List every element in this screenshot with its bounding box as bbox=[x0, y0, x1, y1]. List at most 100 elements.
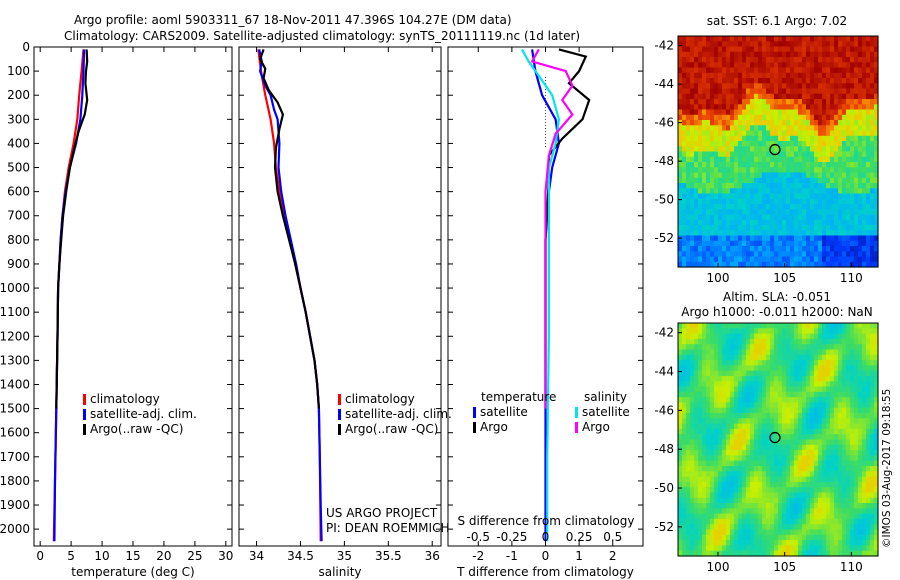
map-cell bbox=[686, 93, 691, 100]
map-cell bbox=[814, 93, 819, 100]
map-cell bbox=[734, 497, 739, 504]
map-cell bbox=[746, 120, 751, 126]
map-cell bbox=[730, 99, 735, 105]
map-cell bbox=[806, 370, 811, 377]
map-cell bbox=[754, 534, 759, 541]
map-cell bbox=[814, 328, 819, 335]
map-cell bbox=[806, 99, 811, 105]
map-cell bbox=[734, 146, 739, 153]
map-cell bbox=[802, 466, 807, 472]
map-cell bbox=[842, 109, 847, 116]
map-cell bbox=[762, 418, 767, 425]
sla-field bbox=[678, 323, 879, 557]
map-cell bbox=[826, 240, 831, 247]
map-cell bbox=[850, 402, 855, 409]
map-cell bbox=[686, 444, 691, 451]
map-cell bbox=[686, 78, 691, 84]
map-cell bbox=[838, 333, 843, 340]
map-cell bbox=[814, 125, 819, 132]
map-cell bbox=[770, 397, 775, 403]
map-cell bbox=[806, 172, 811, 179]
map-cell bbox=[850, 246, 855, 252]
map-cell bbox=[682, 460, 687, 467]
map-cell bbox=[706, 109, 711, 116]
map-cell bbox=[734, 78, 739, 84]
map-cell bbox=[826, 476, 831, 483]
map-cell bbox=[786, 151, 791, 158]
map-cell bbox=[774, 225, 779, 231]
map-cell bbox=[770, 386, 775, 393]
map-cell bbox=[698, 413, 703, 419]
map-cell bbox=[806, 151, 811, 158]
map-cell bbox=[762, 130, 767, 137]
map-cell bbox=[786, 256, 791, 263]
map-cell bbox=[854, 177, 859, 184]
map-cell bbox=[834, 365, 839, 372]
map-cell bbox=[834, 513, 839, 520]
map-cell bbox=[854, 386, 859, 393]
map-cell bbox=[734, 183, 739, 189]
map-cell bbox=[854, 524, 859, 531]
map-cell bbox=[766, 240, 771, 247]
map-cell bbox=[754, 508, 759, 515]
map-cell bbox=[734, 109, 739, 116]
map-cell bbox=[834, 418, 839, 425]
map-cell bbox=[854, 466, 859, 472]
map-cell bbox=[754, 471, 759, 478]
map-cell bbox=[754, 455, 759, 462]
map-cell bbox=[842, 323, 847, 329]
map-cell bbox=[758, 156, 763, 163]
map-cell bbox=[834, 354, 839, 361]
map-cell bbox=[830, 513, 835, 520]
map-cell bbox=[726, 492, 731, 499]
map-cell bbox=[874, 57, 879, 63]
map-cell bbox=[750, 344, 755, 351]
map-cell bbox=[790, 338, 795, 345]
map-cell bbox=[874, 146, 879, 153]
map-cell bbox=[838, 513, 843, 520]
map-cell bbox=[766, 120, 771, 126]
map-cell bbox=[786, 471, 791, 478]
map-cell bbox=[754, 524, 759, 531]
map-cell bbox=[754, 256, 759, 263]
map-cell bbox=[746, 391, 751, 398]
map-cell bbox=[810, 162, 815, 168]
map-cell bbox=[786, 407, 791, 414]
map-cell bbox=[842, 333, 847, 340]
map-cell bbox=[698, 455, 703, 462]
map-cell bbox=[694, 376, 699, 382]
map-cell bbox=[870, 177, 875, 184]
map-cell bbox=[766, 323, 771, 329]
map-cell bbox=[846, 36, 851, 42]
map-cell bbox=[870, 109, 875, 116]
map-cell bbox=[802, 534, 807, 541]
map-cell bbox=[686, 240, 691, 247]
x-tick-label: 105 bbox=[773, 271, 796, 285]
map-cell bbox=[766, 534, 771, 541]
map-cell bbox=[790, 550, 795, 557]
map-cell bbox=[806, 323, 811, 329]
map-cell bbox=[750, 466, 755, 472]
map-cell bbox=[718, 125, 723, 132]
map-cell bbox=[818, 439, 823, 446]
map-cell bbox=[682, 99, 687, 105]
map-cell bbox=[698, 524, 703, 531]
map-cell bbox=[758, 214, 763, 221]
map-cell bbox=[754, 177, 759, 184]
map-cell bbox=[694, 471, 699, 478]
map-cell bbox=[826, 460, 831, 467]
map-cell bbox=[874, 376, 879, 382]
map-cell bbox=[738, 444, 743, 451]
map-cell bbox=[802, 151, 807, 158]
map-cell bbox=[770, 518, 775, 525]
map-cell bbox=[722, 402, 727, 409]
map-cell bbox=[742, 214, 747, 221]
map-cell bbox=[794, 428, 799, 435]
map-cell bbox=[798, 365, 803, 372]
map-cell bbox=[730, 418, 735, 425]
map-cell bbox=[738, 167, 743, 174]
map-cell bbox=[714, 41, 719, 48]
map-cell bbox=[750, 487, 755, 494]
map-cell bbox=[822, 151, 827, 158]
